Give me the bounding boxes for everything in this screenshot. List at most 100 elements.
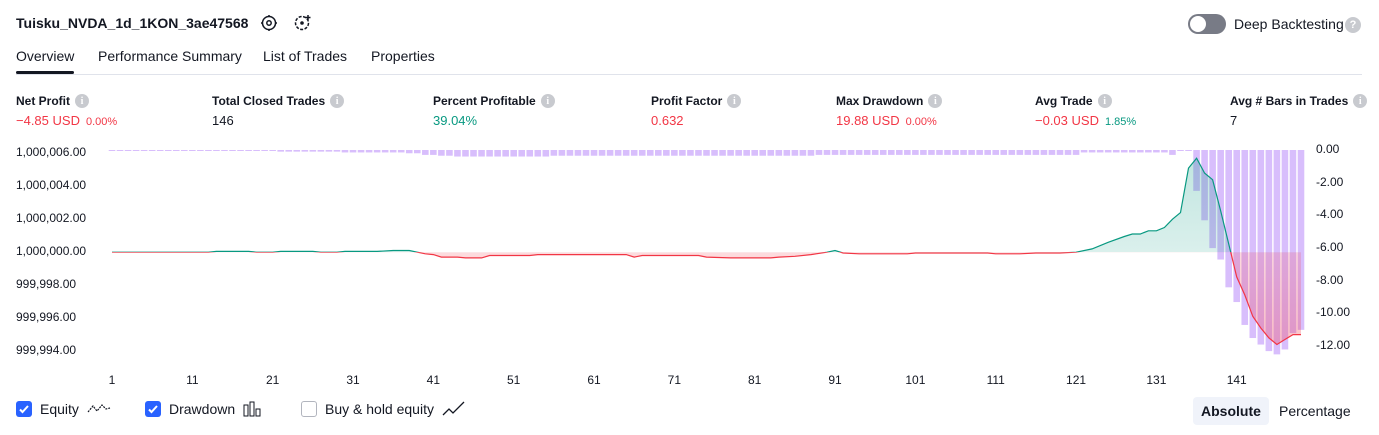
drawdown-bar — [630, 150, 638, 156]
drawdown-bar — [960, 150, 967, 155]
drawdown-bar — [1080, 150, 1088, 153]
left-axis-tick: 999,996.00 — [16, 310, 77, 325]
drawdown-bar — [687, 150, 694, 156]
legend-drawdown[interactable]: Drawdown — [145, 401, 263, 417]
drawdown-bar — [928, 150, 935, 155]
info-icon[interactable]: i — [1097, 94, 1112, 108]
drawdown-bar — [831, 150, 839, 155]
info-icon[interactable]: i — [1353, 94, 1368, 108]
metric-profit-factor-label: Profit Factor i — [651, 94, 742, 108]
drawdown-bar — [470, 150, 477, 157]
checkbox-checked-icon[interactable] — [145, 401, 161, 417]
info-icon[interactable]: i — [330, 94, 345, 108]
drawdown-bar — [1016, 150, 1024, 155]
drawdown-bar — [759, 150, 767, 156]
drawdown-bar — [462, 150, 469, 157]
drawdown-bar — [807, 150, 815, 156]
drawdown-bar — [823, 150, 831, 155]
drawdown-bar — [1289, 150, 1297, 334]
drawdown-bar — [438, 150, 445, 156]
settings-gear-icon[interactable] — [259, 13, 279, 33]
legend-equity[interactable]: Equity — [16, 401, 111, 417]
absolute-mode-button[interactable]: Absolute — [1193, 397, 1269, 425]
drawdown-bar — [349, 150, 357, 153]
legend-buy-hold[interactable]: Buy & hold equity — [301, 401, 466, 417]
drawdown-bar — [735, 150, 742, 156]
drawdown-bar — [791, 150, 799, 156]
percentage-mode-button[interactable]: Percentage — [1279, 403, 1351, 419]
checkbox-checked-icon[interactable] — [16, 401, 32, 417]
left-axis-tick: 1,000,000.00 — [16, 244, 87, 259]
x-axis-tick: 91 — [828, 373, 842, 387]
drawdown-bar — [1056, 150, 1064, 155]
drawdown-bar — [751, 150, 758, 156]
drawdown-bar — [799, 150, 807, 156]
metric-avg-bars-value: 7 — [1230, 113, 1238, 128]
drawdown-bar — [1120, 150, 1128, 153]
drawdown-bar — [413, 150, 421, 154]
drawdown-bar — [213, 150, 220, 151]
drawdown-bar — [622, 150, 630, 156]
metric-avg-trade-label: Avg Trade i — [1035, 94, 1112, 108]
drawdown-bar — [1112, 150, 1120, 153]
metric-percent-profitable-label: Percent Profitable i — [433, 94, 555, 108]
drawdown-bar — [863, 150, 871, 155]
drawdown-bar — [638, 150, 646, 156]
drawdown-bar — [1032, 150, 1040, 155]
drawdown-bar — [205, 150, 212, 151]
tab-properties[interactable]: Properties — [371, 48, 435, 64]
drawdown-bar — [261, 150, 268, 151]
drawdown-bar — [1257, 150, 1265, 345]
tab-overview[interactable]: Overview — [16, 48, 75, 64]
drawdown-bar — [454, 150, 461, 157]
info-icon[interactable]: i — [75, 94, 89, 108]
add-to-chart-icon[interactable] — [293, 13, 313, 33]
drawdown-bar — [896, 150, 903, 155]
metric-avg-trade-value: −0.03 USD 1.85% — [1035, 113, 1137, 128]
drawdown-bar — [1249, 150, 1257, 339]
metric-net-profit-label: Net Profit i — [16, 94, 89, 108]
deep-backtesting-label: Deep Backtesting — [1234, 16, 1344, 32]
drawdown-bar — [839, 150, 847, 155]
drawdown-bar — [1024, 150, 1032, 155]
tab-list-of-trades[interactable]: List of Trades — [263, 48, 348, 64]
metric-max-drawdown-label: Max Drawdown i — [836, 94, 943, 108]
drawdown-bar — [574, 150, 582, 156]
drawdown-bar — [1000, 150, 1008, 155]
drawdown-bar — [422, 150, 429, 155]
right-axis-tick: -12.00 — [1316, 338, 1351, 353]
metric-percent-profitable-value: 39.04% — [433, 113, 478, 128]
deep-backtesting-toggle[interactable] — [1188, 14, 1226, 34]
drawdown-bar — [1072, 150, 1080, 155]
drawdown-bar — [655, 150, 662, 156]
drawdown-bar — [1096, 150, 1104, 153]
drawdown-bar — [558, 150, 566, 156]
drawdown-bar — [285, 150, 293, 152]
info-icon[interactable]: i — [928, 94, 943, 108]
drawdown-bar — [172, 150, 180, 151]
drawdown-bar — [1241, 150, 1249, 325]
x-axis-tick: 111 — [986, 373, 1005, 387]
drawdown-bar — [341, 150, 349, 153]
drawdown-bar — [301, 150, 309, 152]
right-axis-tick: -8.00 — [1316, 272, 1344, 287]
legend-drawdown-label: Drawdown — [169, 401, 236, 417]
info-icon[interactable]: i — [727, 94, 742, 108]
drawdown-bar — [1217, 150, 1224, 260]
drawdown-bar — [879, 150, 887, 155]
drawdown-bar — [1040, 150, 1048, 155]
drawdown-bar — [743, 150, 750, 156]
x-axis-tick: 101 — [905, 373, 926, 387]
tab-performance-summary[interactable]: Performance Summary — [98, 48, 242, 64]
checkbox-unchecked-icon[interactable] — [301, 401, 317, 417]
drawdown-bar — [1185, 150, 1192, 151]
drawdown-bar — [1008, 150, 1016, 155]
info-icon[interactable]: i — [540, 94, 555, 108]
drawdown-bar — [783, 150, 791, 156]
metric-avg-bars-label: Avg # Bars in Trades i — [1230, 94, 1368, 108]
drawdown-bar — [269, 150, 276, 151]
drawdown-bar — [277, 150, 285, 152]
left-axis-tick: 999,994.00 — [16, 343, 77, 358]
help-icon[interactable]: ? — [1345, 17, 1361, 33]
